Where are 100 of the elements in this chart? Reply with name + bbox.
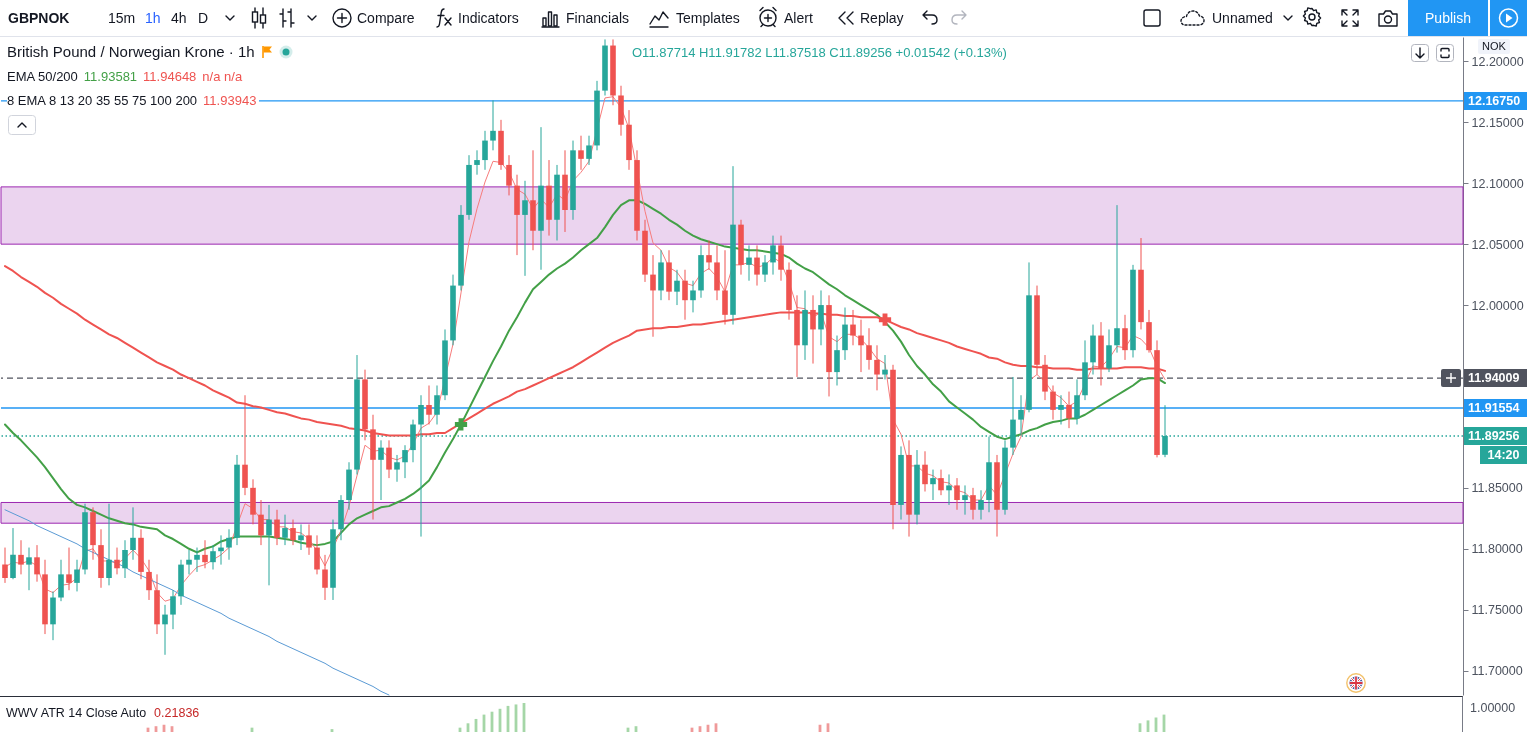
candlestick [298, 523, 304, 551]
candlestick [58, 559, 64, 602]
candlestick [938, 469, 944, 496]
candlestick [706, 239, 712, 271]
text: Alert [784, 10, 813, 26]
candlestick [1018, 394, 1024, 436]
candlestick [882, 354, 888, 380]
candlestick [690, 280, 696, 313]
candlestick [202, 539, 208, 569]
candlestick [258, 499, 264, 546]
y-tick-label: 12.15000 [1471, 115, 1524, 130]
candlestick [218, 534, 224, 566]
candlestick [34, 544, 40, 583]
candlestick [762, 254, 768, 283]
text: Templates [676, 10, 740, 26]
candlestick [522, 180, 528, 277]
y-tick-label: 11.85000 [1471, 481, 1523, 496]
candlestick [1066, 391, 1072, 429]
text: Unnamed [1212, 10, 1273, 26]
candlestick [1106, 328, 1112, 373]
candlestick [746, 244, 752, 282]
candlestick [170, 589, 176, 630]
text: NOK [1478, 39, 1510, 54]
candlestick [954, 477, 960, 511]
ref-line-label: 12.16750 [1468, 93, 1521, 108]
y-tick-label: 12.05000 [1471, 237, 1524, 252]
text: 4h [171, 10, 187, 26]
annotation: 11.94648 [143, 69, 197, 85]
text: Compare [357, 10, 415, 26]
candlestick [266, 504, 272, 586]
candlestick [290, 519, 296, 546]
candlestick [1050, 385, 1056, 421]
text: 1h [145, 10, 161, 26]
text: Financials [566, 10, 630, 26]
candlestick [106, 503, 112, 586]
annotation: 8 EMA 8 13 20 35 55 75 100 200 [7, 93, 199, 109]
text: 14:20 [1480, 446, 1527, 464]
candlestick [866, 327, 872, 371]
candlestick [922, 450, 928, 493]
candlestick [834, 335, 840, 386]
candlestick [586, 135, 592, 166]
candlestick [946, 473, 952, 506]
annotation: 11.93581 [83, 69, 138, 85]
candlestick [858, 319, 864, 373]
candlestick [474, 149, 480, 176]
text: Indicators [458, 10, 519, 26]
candlestick [322, 554, 328, 601]
line-series [4, 509, 390, 696]
candlestick [1122, 314, 1128, 361]
ref-line-label: 11.91554 [1468, 400, 1520, 415]
candlestick [186, 549, 192, 575]
candlestick [306, 523, 312, 556]
text: 15m [108, 10, 136, 26]
candlestick [426, 385, 432, 425]
candlestick [930, 469, 936, 501]
candlestick [810, 294, 816, 365]
candlestick [378, 439, 384, 501]
text: Publish [1408, 0, 1488, 36]
candlestick [74, 559, 80, 592]
candlestick [210, 544, 216, 570]
candlestick [434, 385, 440, 425]
candlestick [10, 527, 16, 580]
annotation: EMA 50/200 [7, 69, 78, 85]
candlestick [2, 547, 8, 584]
candlestick [850, 309, 856, 346]
ref-line-label: 11.89256 [1468, 428, 1520, 443]
candlestick [66, 547, 72, 591]
candlestick [314, 534, 320, 575]
y-tick-label: 11.75000 [1471, 603, 1523, 618]
text: Replay [860, 10, 904, 26]
chart-title: WWV ATR 14 Close Auto [6, 705, 147, 721]
candlestick [506, 154, 512, 196]
candlestick [578, 135, 584, 171]
y-tick-label: 11.80000 [1471, 542, 1523, 557]
candlestick [226, 528, 232, 561]
y-tick-label: 11.70000 [1471, 664, 1523, 679]
ref-line-label: 11.94009 [1468, 371, 1520, 386]
candlestick [282, 514, 288, 546]
candlestick [1114, 204, 1120, 354]
candlestick [394, 454, 400, 483]
annotation: 0.21836 [154, 705, 200, 721]
candlestick [874, 344, 880, 391]
candlestick [274, 509, 280, 546]
y-tick-label: 12.10000 [1471, 176, 1524, 191]
candlestick [970, 487, 976, 521]
candlestick [386, 439, 392, 479]
candlestick [490, 99, 496, 151]
text: D [198, 10, 209, 26]
annotation: 11.93943 [203, 93, 257, 109]
candlestick [122, 539, 128, 579]
candlestick [402, 444, 408, 479]
candlestick [114, 547, 120, 575]
candlestick [962, 484, 968, 516]
candlestick [482, 130, 488, 171]
annotation: n/a n/a [202, 69, 243, 85]
text: 1.00000 [1470, 700, 1516, 716]
candlestick [978, 489, 984, 521]
candlestick [1058, 394, 1064, 425]
y-tick-label: 12.20000 [1471, 54, 1524, 69]
candlestick [770, 235, 776, 276]
